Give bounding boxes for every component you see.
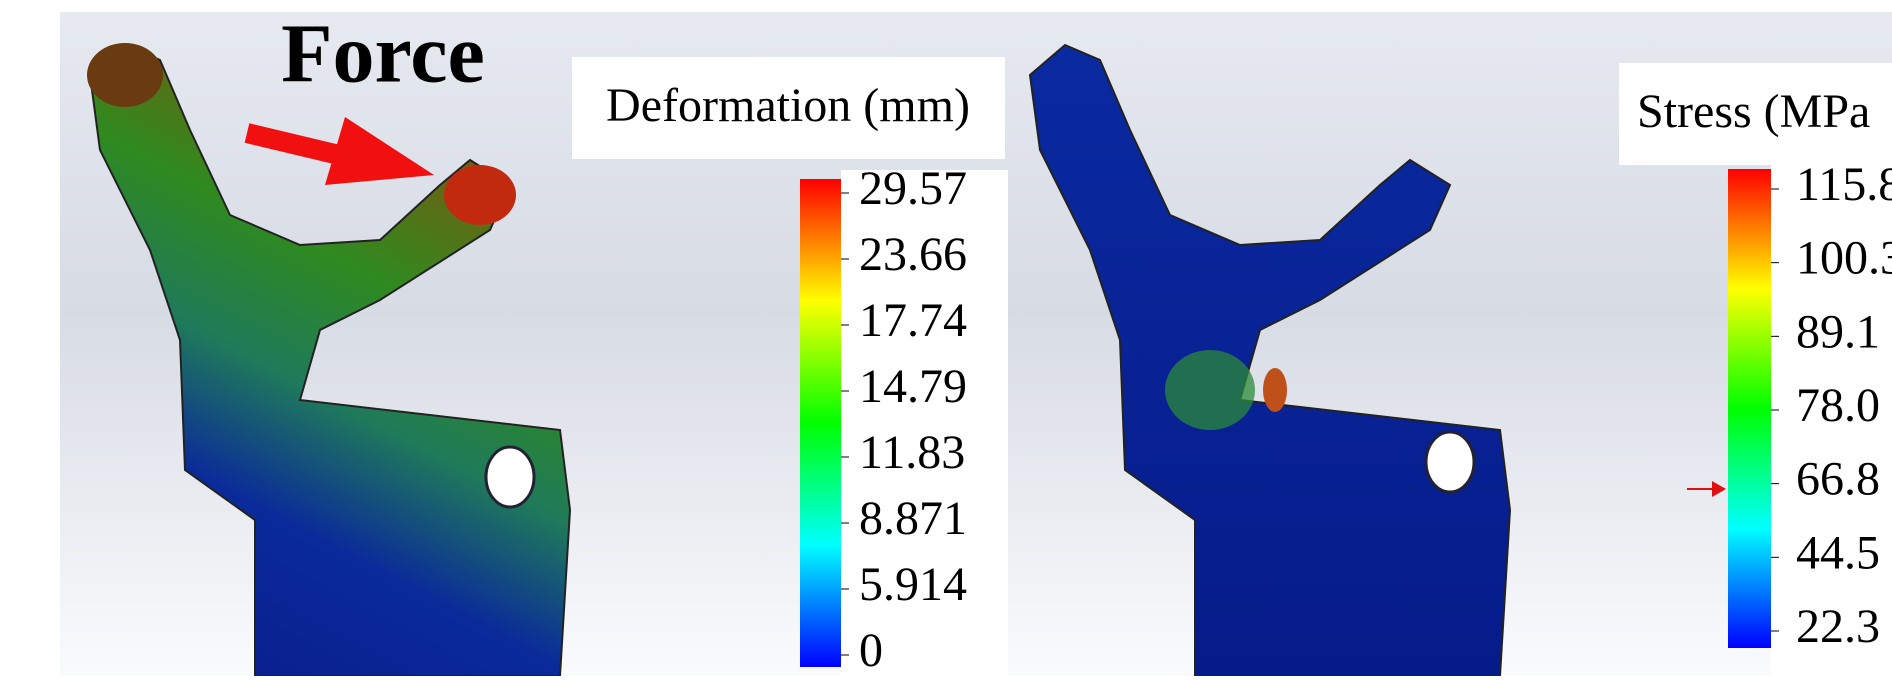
part-tip — [444, 165, 516, 225]
legend-label: 14.79 — [859, 360, 967, 413]
legend-label: 78.0 — [1796, 379, 1880, 432]
stress-hotspot — [1165, 350, 1255, 430]
legend-label: 29.57 — [859, 162, 967, 215]
hole — [486, 447, 534, 507]
legend-label: 89.1 — [1796, 305, 1880, 358]
legend-label: 22.3 — [1796, 600, 1880, 653]
figure: Force Deformation (mm) 29.57 23.66 17.74 14… — [0, 0, 1892, 680]
colorbar — [800, 179, 841, 667]
stress-panel: Stress (MPa 115.8 100.3 89.1 78.0 66.8 44.5 22… — [1008, 12, 1892, 676]
page: {"left_panel": {"annotation": "Force", "… — [0, 0, 1892, 680]
legend-title: Stress (MPa — [1637, 85, 1870, 138]
deformation-panel: Force Deformation (mm) 29.57 23.66 17.74 14… — [60, 7, 1008, 677]
hole — [1426, 432, 1474, 492]
legend-label: 44.5 — [1796, 526, 1880, 579]
legend-label: 11.83 — [859, 426, 965, 479]
force-label: Force — [281, 7, 485, 100]
legend-label: 0 — [859, 624, 883, 677]
legend-label: 115.8 — [1796, 158, 1892, 211]
stress-peak — [1263, 368, 1287, 412]
legend-label: 23.66 — [859, 228, 967, 281]
colorbar — [1728, 169, 1771, 648]
legend-label: 5.914 — [859, 558, 967, 611]
part-tip — [87, 43, 163, 107]
legend-title: Deformation (mm) — [606, 79, 970, 132]
legend-label: 17.74 — [859, 294, 967, 347]
legend-label: 8.871 — [859, 492, 967, 545]
legend-label: 66.8 — [1796, 453, 1880, 506]
legend-label: 100.3 — [1796, 232, 1892, 285]
